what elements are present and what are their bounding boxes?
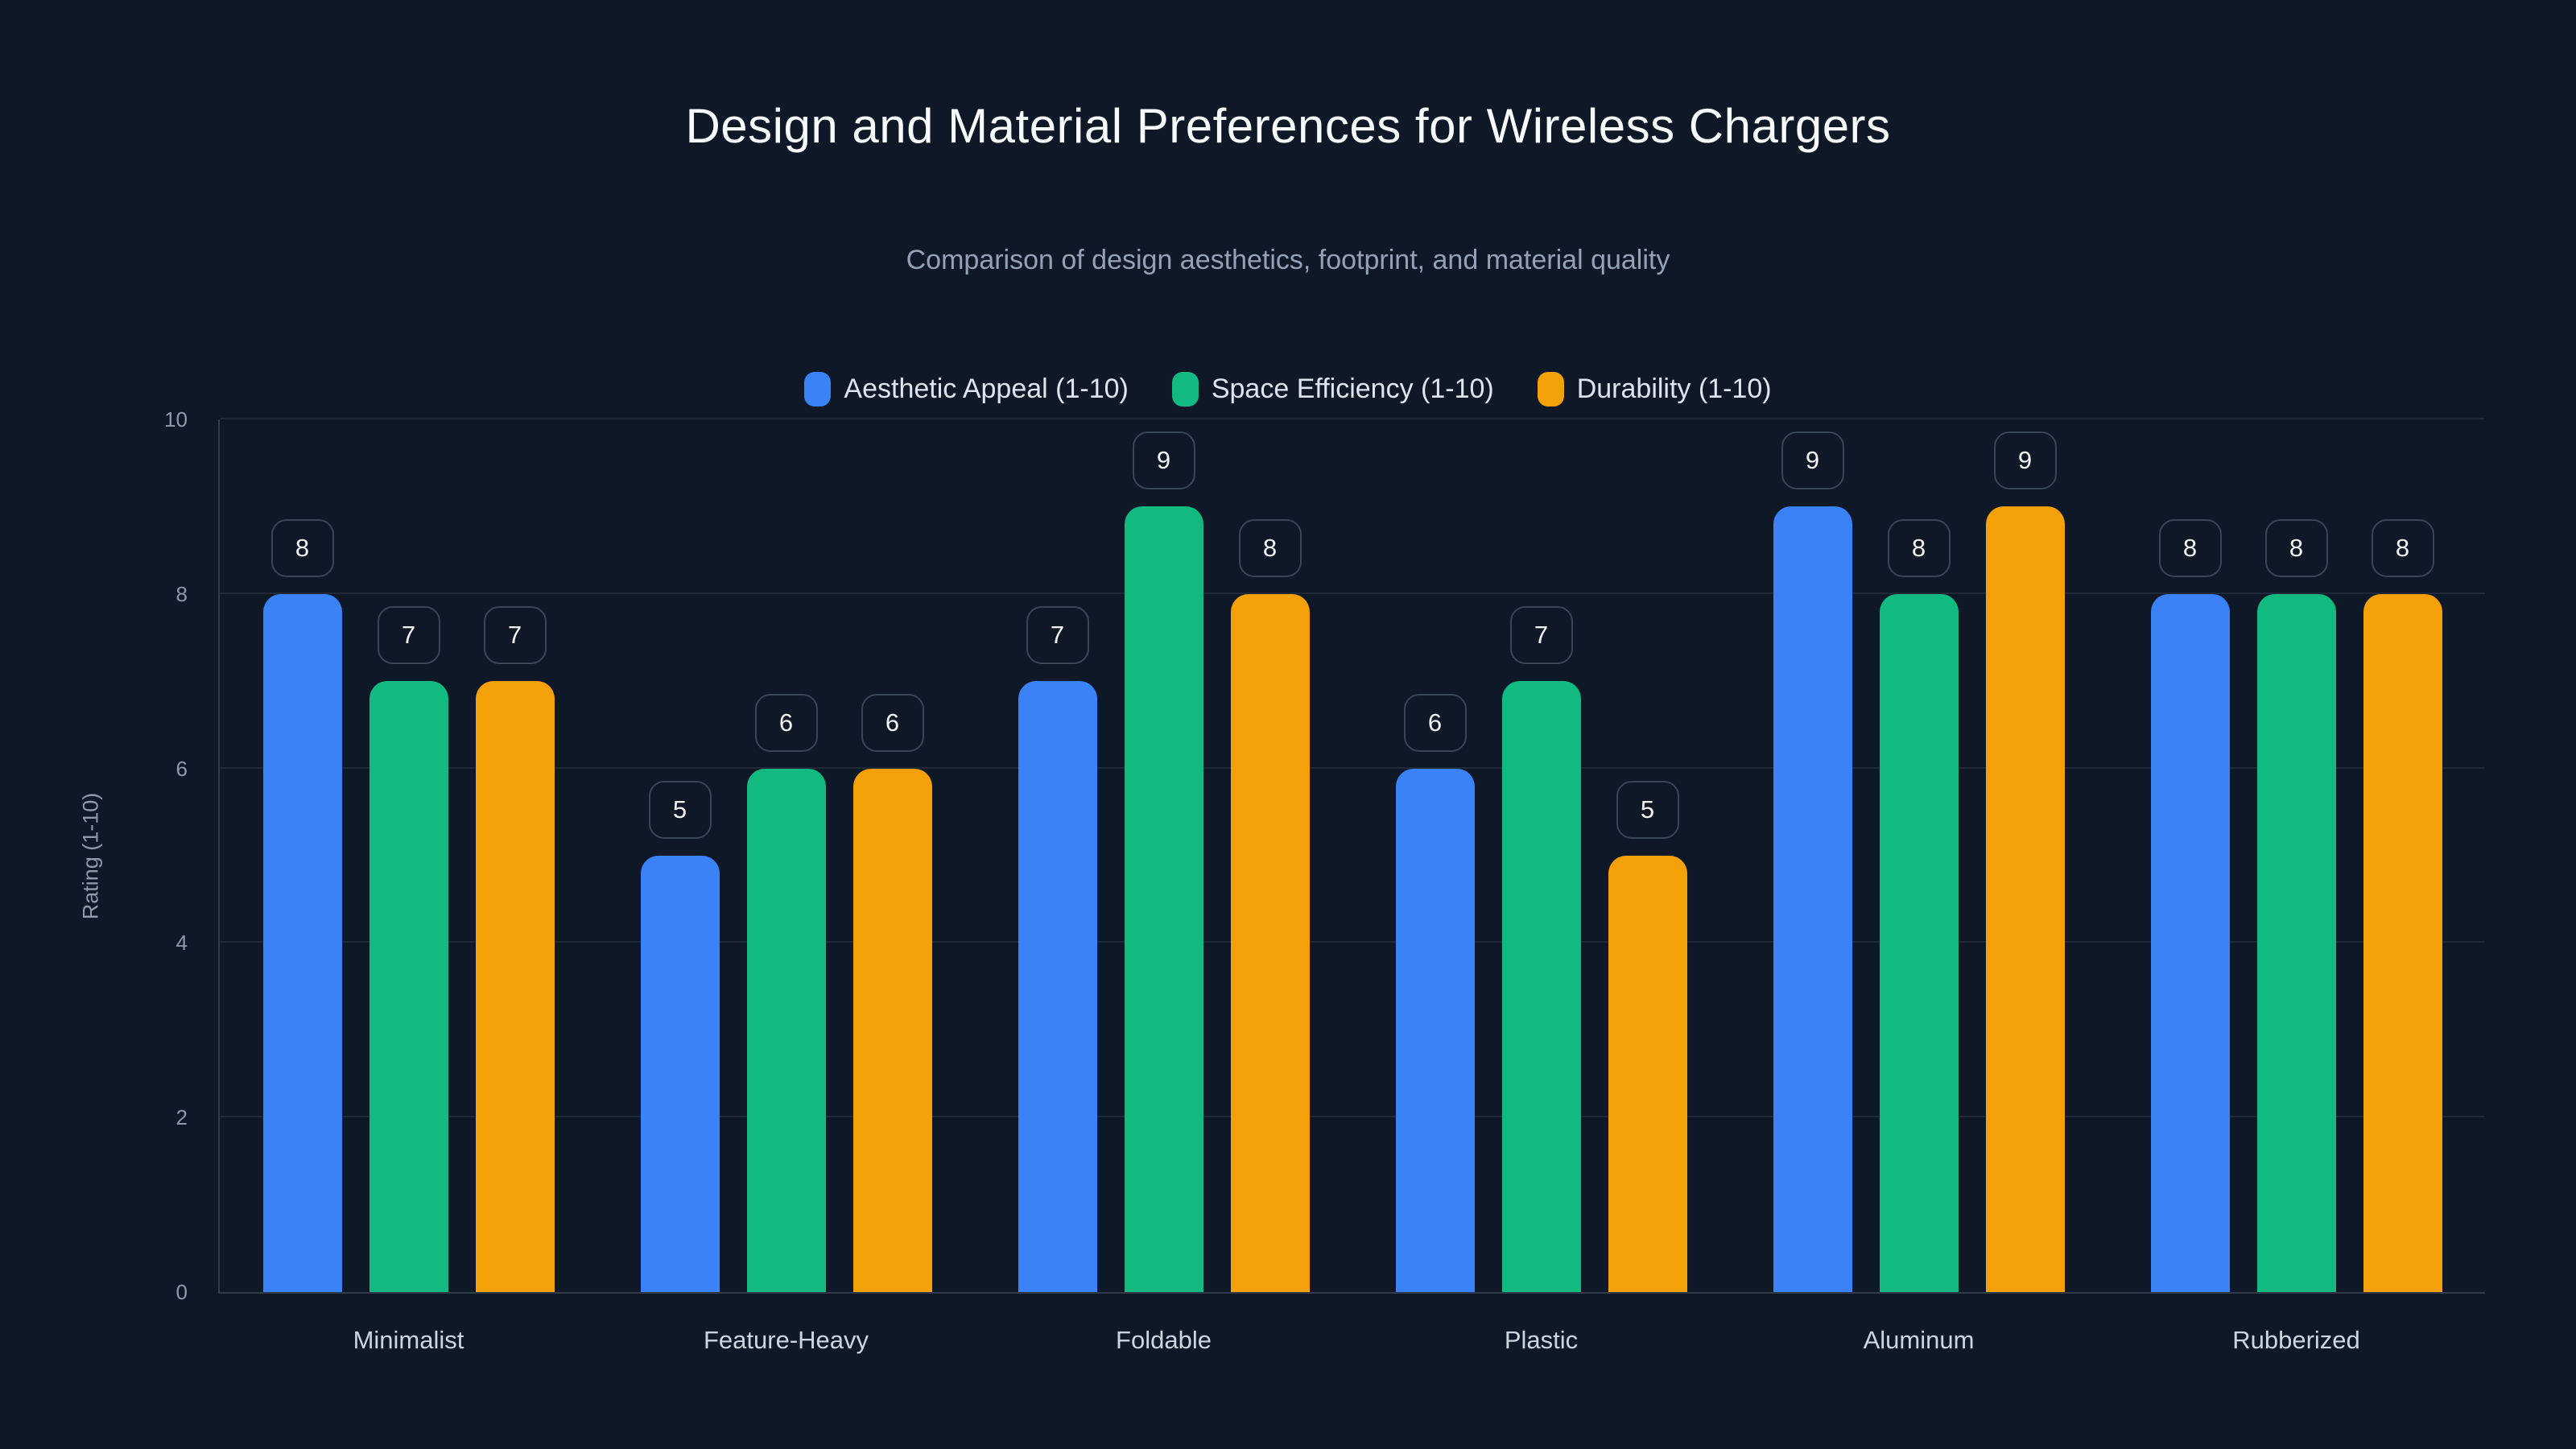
bar-value-label: 6 xyxy=(1403,693,1467,752)
gridline-y-2 xyxy=(220,1116,2485,1118)
chart-title: Design and Material Preferences for Wire… xyxy=(685,99,1891,153)
bar-plastic-space-efficiency-1-10-[interactable]: 7 xyxy=(1501,606,1581,1292)
chart-subtitle: Comparison of design aesthetics, footpri… xyxy=(906,245,1670,275)
x-axis-labels: Minimalist Feature-Heavy Foldable Plastic Al… xyxy=(220,1292,2485,1355)
y-tick-0: 0 xyxy=(175,1280,188,1304)
bar-foldable-durability-1-10-[interactable]: 8 xyxy=(1230,518,1310,1292)
x-label-plastic: Plastic xyxy=(1504,1326,1579,1354)
bar-value-label: 6 xyxy=(754,693,818,752)
x-label-rubberized: Rubberized xyxy=(2232,1326,2360,1354)
legend-item-durability-1-10-[interactable]: Durability (1-10) xyxy=(1537,372,1772,407)
bar-rubberized-space-efficiency-1-10-[interactable]: 8 xyxy=(2256,518,2336,1292)
y-tick-6: 6 xyxy=(175,756,188,781)
bar-foldable-aesthetic-appeal-1-10-[interactable]: 7 xyxy=(1018,606,1097,1292)
bar-value-label: 5 xyxy=(648,781,712,839)
bar-rubberized-aesthetic-appeal-1-10-[interactable]: 8 xyxy=(2150,518,2230,1292)
bar-value-label: 6 xyxy=(861,693,924,752)
y-axis-title: Rating (1-10) xyxy=(78,792,103,919)
legend-label: Space Efficiency (1-10) xyxy=(1211,374,1494,404)
y-tick-2: 2 xyxy=(175,1105,188,1130)
bar-plastic-durability-1-10-[interactable]: 5 xyxy=(1608,781,1687,1292)
y-axis-title-wrap: Rating (1-10) xyxy=(67,419,115,1292)
y-tick-10: 10 xyxy=(164,407,188,431)
x-label-foldable: Foldable xyxy=(1116,1326,1212,1354)
bar-value-label: 8 xyxy=(2264,518,2328,577)
x-label-feature-heavy: Feature-Heavy xyxy=(703,1326,869,1354)
bar-value-label: 9 xyxy=(1132,431,1195,490)
legend: Aesthetic Appeal (1-10) Space Efficiency … xyxy=(0,372,2576,407)
legend-label: Aesthetic Appeal (1-10) xyxy=(844,374,1129,404)
bar-value-label: 7 xyxy=(1026,606,1089,665)
legend-swatch-icon xyxy=(1537,372,1564,407)
bar-value-label: 5 xyxy=(1616,781,1679,839)
bar-value-label: 8 xyxy=(1887,518,1951,577)
legend-label: Durability (1-10) xyxy=(1576,374,1772,404)
bar-value-label: 7 xyxy=(483,606,547,665)
bar-feature-heavy-aesthetic-appeal-1-10-[interactable]: 5 xyxy=(640,781,720,1292)
bar-value-label: 8 xyxy=(2371,518,2434,577)
legend-swatch-icon xyxy=(804,372,832,407)
legend-item-aesthetic-appeal-1-10-[interactable]: Aesthetic Appeal (1-10) xyxy=(804,372,1129,407)
bar-plastic-aesthetic-appeal-1-10-[interactable]: 6 xyxy=(1395,693,1475,1292)
bar-minimalist-aesthetic-appeal-1-10-[interactable]: 8 xyxy=(262,518,342,1292)
bar-aluminum-aesthetic-appeal-1-10-[interactable]: 9 xyxy=(1773,431,1852,1292)
x-label-minimalist: Minimalist xyxy=(353,1326,464,1354)
y-tick-8: 8 xyxy=(175,581,188,606)
bar-feature-heavy-space-efficiency-1-10-[interactable]: 6 xyxy=(746,693,826,1292)
legend-swatch-icon xyxy=(1171,372,1199,407)
bar-value-label: 9 xyxy=(1781,431,1844,490)
gridline-y-4 xyxy=(220,941,2485,943)
bar-rubberized-durability-1-10-[interactable]: 8 xyxy=(2363,518,2442,1292)
gridline-y-8 xyxy=(220,592,2485,594)
gridline-y-6 xyxy=(220,766,2485,769)
bar-feature-heavy-durability-1-10-[interactable]: 6 xyxy=(852,693,932,1292)
legend-item-space-efficiency-1-10-[interactable]: Space Efficiency (1-10) xyxy=(1171,372,1494,407)
bar-value-label: 9 xyxy=(1993,431,2057,490)
y-tick-4: 4 xyxy=(175,931,188,956)
bar-aluminum-durability-1-10-[interactable]: 9 xyxy=(1985,431,2065,1292)
bar-minimalist-space-efficiency-1-10-[interactable]: 7 xyxy=(369,606,448,1292)
bar-foldable-space-efficiency-1-10-[interactable]: 9 xyxy=(1124,431,1203,1292)
bar-aluminum-space-efficiency-1-10-[interactable]: 8 xyxy=(1879,518,1959,1292)
bar-value-label: 8 xyxy=(270,518,334,577)
bar-value-label: 7 xyxy=(1509,606,1573,665)
bar-value-label: 8 xyxy=(2158,518,2222,577)
bar-value-label: 7 xyxy=(377,606,440,665)
x-label-aluminum: Aluminum xyxy=(1863,1326,1975,1354)
bar-value-label: 8 xyxy=(1238,518,1302,577)
gridline-y-10 xyxy=(220,418,2485,419)
bar-minimalist-durability-1-10-[interactable]: 7 xyxy=(475,606,555,1292)
